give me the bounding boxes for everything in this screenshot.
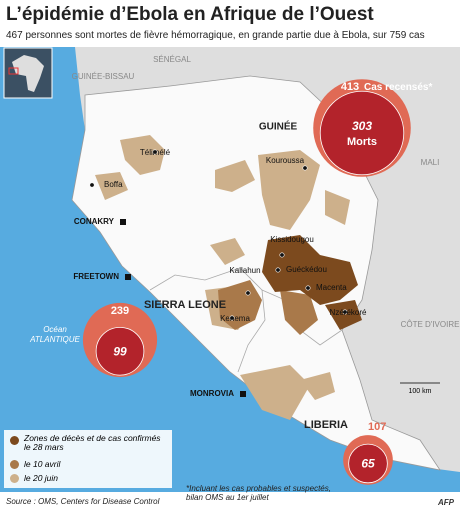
ocean-label: ATLANTIQUE	[29, 335, 80, 344]
zone-10-april	[218, 280, 318, 335]
cases-value: 107	[368, 421, 386, 433]
country-label: CÔTE D'IVOIRE	[401, 320, 460, 329]
border	[149, 267, 266, 373]
city-marker	[342, 309, 348, 315]
deaths-value: 99	[113, 344, 127, 358]
place-label: FREETOWN	[73, 272, 119, 281]
cases-value: 413	[341, 81, 359, 93]
capital-marker	[120, 219, 126, 225]
place-label: CONAKRY	[74, 217, 115, 226]
place-label: Kissidougou	[270, 235, 314, 244]
legend-swatch	[10, 474, 19, 483]
city-marker	[305, 285, 311, 291]
deaths-bubble	[95, 326, 145, 376]
place-label: Macenta	[316, 283, 347, 292]
ocean-label: Océan	[43, 325, 67, 334]
place-label: Kailahun	[229, 266, 260, 275]
legend-item: Zones de décès et de cas confirmés le 28…	[24, 433, 161, 452]
legend-swatch	[10, 460, 19, 469]
cases-label: Cas recensés*	[364, 82, 432, 93]
place-label: Boffa	[104, 180, 123, 189]
city-marker	[302, 165, 308, 171]
deaths-bubble	[348, 443, 388, 484]
country-label: MALI	[421, 158, 440, 167]
deaths-value: 65	[361, 457, 375, 471]
inset-frame	[8, 67, 19, 75]
deaths-label: Morts	[347, 136, 377, 148]
capital-marker	[125, 274, 131, 280]
country-label: SIERRA LEONE	[144, 299, 226, 311]
country-label: GUINÉE	[259, 120, 298, 133]
zone-20-june	[95, 135, 350, 420]
subtitle: 467 personnes sont mortes de fièvre hémo…	[6, 30, 425, 41]
source: Source : OMS, Centers for Disease Contro…	[6, 497, 160, 506]
scale-label: 100 km	[409, 388, 432, 395]
legend-item: le 10 avril	[24, 459, 61, 469]
city-marker	[275, 267, 281, 273]
deaths-value: 303	[352, 119, 372, 133]
city-marker	[245, 290, 251, 296]
legend-swatch	[10, 436, 19, 445]
city-marker	[229, 315, 235, 321]
legend: Zones de décès et de cas confirmés le 28…	[4, 430, 172, 488]
city-marker	[279, 252, 285, 258]
footnote: *Incluant les cas probables et suspectés…	[186, 484, 331, 502]
cases-value: 239	[111, 305, 129, 317]
place-label: Guéckédou	[286, 265, 327, 274]
place-label: MONROVIA	[190, 389, 234, 398]
legend-item: le 20 juin	[24, 473, 59, 483]
country-label: GUINÉE-BISSAU	[72, 72, 135, 81]
sea	[0, 47, 460, 492]
country-label: SÉNÉGAL	[153, 55, 191, 64]
capital-marker	[240, 391, 246, 397]
deaths-bubble	[319, 90, 405, 176]
city-marker	[152, 149, 158, 155]
zone-28-march	[262, 235, 362, 330]
place-label: Kenema	[220, 314, 250, 323]
place-label: Nzérékoré	[330, 308, 367, 317]
inset-africa	[12, 55, 44, 92]
place-label: Télimélé	[140, 148, 171, 157]
city-marker	[89, 182, 95, 188]
title: L’épidémie d’Ebola en Afrique de l’Ouest	[6, 4, 374, 25]
country-label: LIBERIA	[304, 419, 348, 431]
place-label: Kouroussa	[266, 156, 305, 165]
credit: AFP	[438, 498, 454, 507]
